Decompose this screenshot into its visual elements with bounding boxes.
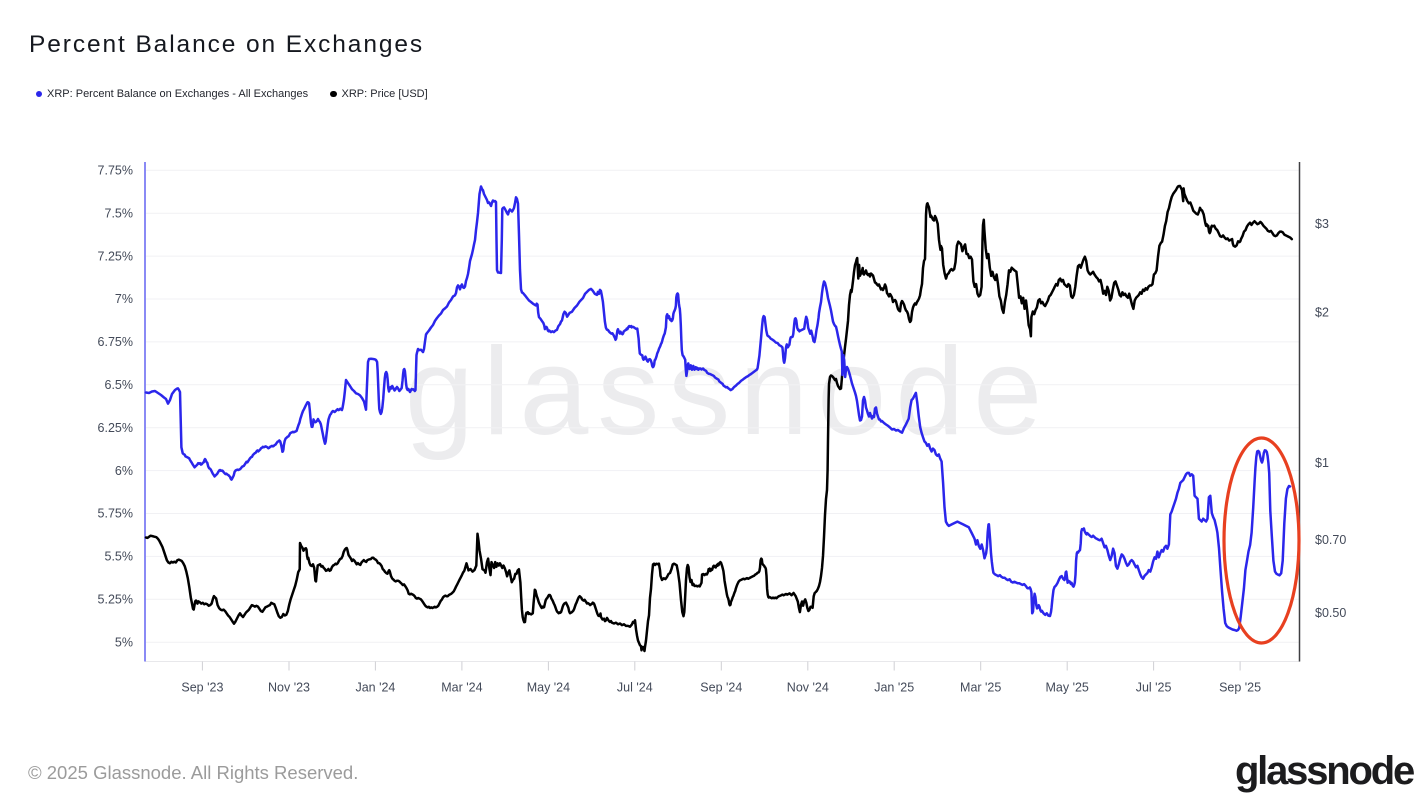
svg-text:$0.70: $0.70 xyxy=(1315,533,1346,547)
svg-text:Mar '24: Mar '24 xyxy=(441,681,482,695)
svg-text:May '24: May '24 xyxy=(527,681,570,695)
svg-text:6.25%: 6.25% xyxy=(98,421,133,435)
svg-text:glassnode: glassnode xyxy=(405,323,1051,461)
svg-text:7%: 7% xyxy=(115,292,133,306)
svg-text:Sep '24: Sep '24 xyxy=(700,681,742,695)
svg-text:Jul '25: Jul '25 xyxy=(1136,681,1172,695)
svg-text:6.75%: 6.75% xyxy=(98,335,133,349)
svg-text:$3: $3 xyxy=(1315,217,1329,231)
svg-text:5.25%: 5.25% xyxy=(98,593,133,607)
svg-text:5.75%: 5.75% xyxy=(98,507,133,521)
svg-text:Jan '24: Jan '24 xyxy=(355,681,395,695)
svg-text:6%: 6% xyxy=(115,464,133,478)
svg-text:$0.50: $0.50 xyxy=(1315,606,1346,620)
svg-text:7.5%: 7.5% xyxy=(105,206,134,220)
svg-text:5%: 5% xyxy=(115,635,133,649)
svg-text:7.25%: 7.25% xyxy=(98,249,133,263)
svg-text:Sep '25: Sep '25 xyxy=(1219,681,1261,695)
svg-text:7.75%: 7.75% xyxy=(98,164,133,178)
svg-text:May '25: May '25 xyxy=(1046,681,1089,695)
svg-text:Mar '25: Mar '25 xyxy=(960,681,1001,695)
svg-text:Nov '24: Nov '24 xyxy=(787,681,829,695)
svg-text:Jan '25: Jan '25 xyxy=(874,681,914,695)
svg-text:6.5%: 6.5% xyxy=(105,378,134,392)
svg-text:Nov '23: Nov '23 xyxy=(268,681,310,695)
svg-text:Sep '23: Sep '23 xyxy=(181,681,223,695)
svg-text:$2: $2 xyxy=(1315,306,1329,320)
svg-text:5.5%: 5.5% xyxy=(105,550,134,564)
svg-text:Jul '24: Jul '24 xyxy=(617,681,653,695)
svg-text:$1: $1 xyxy=(1315,456,1329,470)
